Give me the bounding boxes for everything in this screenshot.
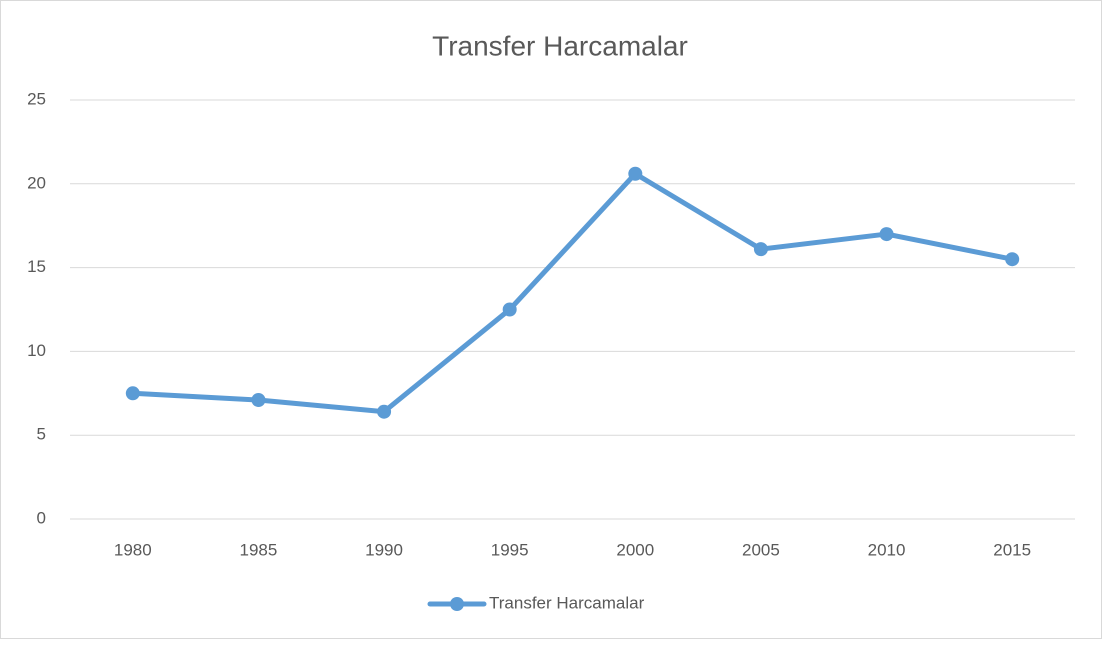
- x-tick-label: 2010: [868, 540, 906, 559]
- x-tick-label: 2015: [993, 540, 1031, 559]
- chart-title: Transfer Harcamalar: [432, 30, 688, 61]
- x-tick-label: 1985: [240, 540, 278, 559]
- y-tick-label: 20: [27, 173, 46, 192]
- series-marker: [628, 166, 643, 181]
- y-tick-label: 10: [27, 341, 46, 360]
- x-tick-label: 1990: [365, 540, 403, 559]
- y-tick-label: 25: [27, 89, 46, 108]
- y-tick-label: 15: [27, 257, 46, 276]
- series-line: [130, 171, 1015, 415]
- x-tick-label: 2000: [616, 540, 654, 559]
- series-marker: [502, 302, 517, 317]
- series-marker: [377, 404, 392, 419]
- legend-label: Transfer Harcamalar: [489, 593, 645, 612]
- y-tick-label: 0: [37, 508, 46, 527]
- series-marker: [753, 242, 768, 257]
- series-marker: [251, 393, 266, 408]
- x-tick-label: 1980: [114, 540, 152, 559]
- x-tick-label: 1995: [491, 540, 529, 559]
- series-marker: [1005, 252, 1020, 267]
- series-marker: [125, 386, 140, 401]
- series-marker: [879, 227, 894, 242]
- x-tick-label: 2005: [742, 540, 780, 559]
- legend-marker: [450, 597, 464, 611]
- y-tick-label: 5: [37, 425, 46, 444]
